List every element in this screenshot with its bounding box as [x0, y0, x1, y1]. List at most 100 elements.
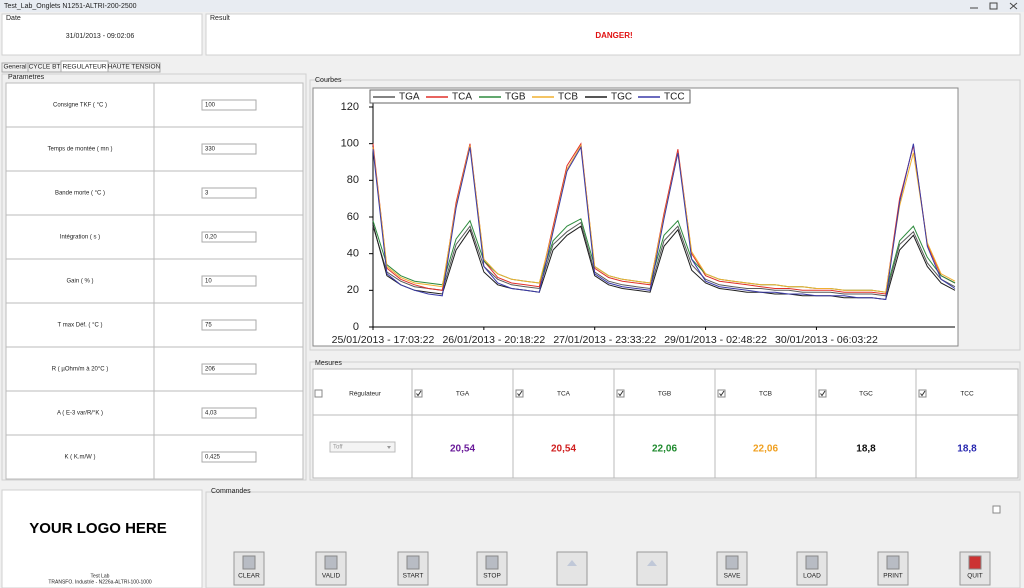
logo-line1: Test Lab — [91, 573, 110, 579]
tab-label: CYCLE BT — [29, 64, 61, 71]
window-controls[interactable] — [970, 2, 1018, 10]
dropdown[interactable] — [329, 441, 396, 453]
param-value: 0,425 — [205, 455, 221, 461]
arrow-button[interactable] — [636, 551, 668, 586]
checkbox[interactable] — [616, 389, 625, 398]
check — [618, 390, 624, 397]
logo-line2: TRANSFO. Industrie - N226a-ALTRI-100-100… — [48, 579, 152, 585]
param-input[interactable] — [201, 143, 257, 155]
arrow-button[interactable] — [556, 551, 588, 586]
param-input[interactable] — [201, 99, 257, 111]
cell — [312, 368, 413, 416]
mesure-value: 18,8 — [957, 444, 977, 455]
x-tick-label: 27/01/2013 - 23:33:22 — [553, 334, 656, 346]
title-bar — [0, 0, 1024, 12]
dropdown-arrow — [387, 446, 391, 449]
param-input[interactable] — [201, 451, 257, 463]
date-label: Date — [6, 15, 21, 22]
param-label-cell — [5, 346, 155, 392]
parametres-table: Consigne TKF ( °C ) 100 Temps de montée ( … — [5, 82, 304, 480]
button-icon — [324, 555, 338, 570]
param-input[interactable] — [201, 275, 257, 287]
legend-label: TGB — [505, 92, 526, 103]
checkbox[interactable] — [992, 505, 1001, 514]
param-label: Gain ( % ) — [66, 279, 93, 285]
button-icon — [485, 555, 499, 570]
y-tick-label: 20 — [347, 284, 359, 296]
x-tick-label: 25/01/2013 - 17:03:22 — [332, 334, 435, 346]
button-icon — [725, 555, 739, 570]
param-input[interactable] — [201, 407, 257, 419]
mesures-table: Régulateur Toff TGA 20,54 TCA 20,54 TGB 22,06 TC… — [312, 368, 1019, 479]
button-label: CLEAR — [238, 573, 260, 580]
button-bar: CLEAR VALID START STOP SAVE LOAD PRINT QUIT — [233, 551, 991, 586]
checkbox[interactable] — [818, 389, 827, 398]
parametres-title: Parametres — [8, 74, 45, 81]
param-input[interactable] — [201, 187, 257, 199]
y-tick-label: 40 — [347, 248, 359, 260]
result-box — [205, 13, 1021, 56]
legend-label: TCA — [452, 92, 472, 103]
y-tick-label: 0 — [353, 321, 359, 333]
param-input[interactable] — [201, 231, 257, 243]
button-icon — [968, 555, 982, 570]
param-value: 100 — [205, 103, 216, 109]
mesure-name: TGA — [456, 391, 470, 398]
param-value: 206 — [205, 367, 216, 373]
button-label: VALID — [322, 573, 341, 580]
check — [416, 390, 422, 397]
param-value: 330 — [205, 147, 216, 153]
logo-box — [1, 489, 203, 588]
commandes-title: Commandes — [211, 488, 251, 495]
param-value: 10 — [205, 279, 212, 285]
param-label: Intégration ( s ) — [60, 235, 100, 241]
param-input[interactable] — [201, 363, 257, 375]
maximize[interactable] — [989, 2, 998, 10]
legend-box — [369, 89, 691, 104]
legend-label: TCC — [664, 92, 685, 103]
x-tick-label: 26/01/2013 - 20:18:22 — [442, 334, 545, 346]
checkbox[interactable] — [314, 389, 323, 398]
param-input[interactable] — [201, 319, 257, 331]
logo-text: YOUR LOGO HERE — [29, 520, 167, 537]
mesure-name: TCC — [960, 391, 974, 398]
check — [719, 390, 725, 397]
mesure-value: 22,06 — [652, 444, 677, 455]
tab[interactable] — [107, 62, 161, 73]
tab-label: REGULATEUR — [63, 64, 107, 71]
mesure-name: TCB — [759, 391, 772, 398]
date-value: 31/01/2013 - 09:02:06 — [66, 33, 135, 40]
mesure-name: TGB — [658, 391, 671, 398]
param-label-cell — [5, 82, 155, 128]
param-label: T max Déf. ( °C ) — [58, 323, 103, 329]
param-label: A ( E-3 var/R/°K ) — [57, 411, 103, 417]
checkbox[interactable] — [414, 389, 423, 398]
cell — [411, 414, 514, 479]
checkbox[interactable] — [515, 389, 524, 398]
check — [820, 390, 826, 397]
chart: 0 20 40 60 80 100 120 25/01/2013 - 17:03:22 26/0… — [332, 89, 956, 346]
series-line — [372, 142, 956, 295]
cell — [411, 368, 514, 416]
close[interactable] — [1009, 2, 1018, 10]
param-label-cell — [5, 434, 155, 480]
arrow-icon — [567, 560, 577, 566]
y-tick-label: 60 — [347, 211, 359, 223]
checkbox[interactable] — [918, 389, 927, 398]
param-label: Consigne TKF ( °C ) — [53, 103, 107, 109]
button-label: START — [403, 573, 424, 580]
button-label: PRINT — [883, 573, 903, 580]
arrow-icon — [647, 560, 657, 566]
param-label-cell — [5, 302, 155, 348]
checkbox[interactable] — [717, 389, 726, 398]
cell — [512, 414, 615, 479]
courbes-title: Courbes — [315, 77, 342, 84]
param-label-cell — [5, 170, 155, 216]
result-label: Result — [210, 15, 230, 22]
mesure-name: TCA — [557, 391, 571, 398]
legend-label: TCB — [558, 92, 578, 103]
param-label: R ( µOhm/m à 20°C ) — [52, 367, 109, 373]
button-label: LOAD — [803, 573, 821, 580]
legend-label: TGA — [399, 92, 420, 103]
